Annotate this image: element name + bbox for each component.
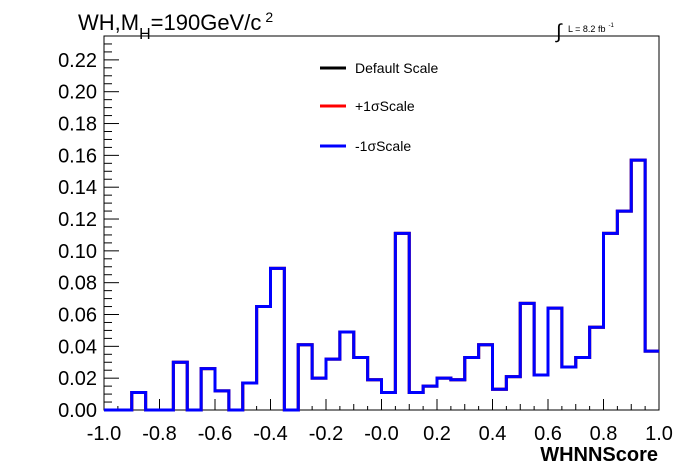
y-tick-label: 0.14 bbox=[58, 177, 97, 199]
y-tick-label: 0.08 bbox=[58, 273, 97, 295]
x-axis-label: WHNNScore bbox=[540, 444, 658, 466]
y-tick-label: 0.22 bbox=[58, 50, 97, 72]
x-tick-label: -0.8 bbox=[142, 423, 176, 445]
lumi-integral-sign: ∫ bbox=[555, 21, 563, 43]
x-tick-label: -1.0 bbox=[87, 423, 121, 445]
x-tick-label: -0.0 bbox=[364, 423, 398, 445]
y-tick-label: 0.00 bbox=[58, 400, 97, 422]
y-tick-label: 0.18 bbox=[58, 114, 97, 136]
legend-label: -1σScale bbox=[355, 138, 411, 154]
x-tick-label: -0.6 bbox=[198, 423, 232, 445]
y-tick-label: 0.12 bbox=[58, 209, 97, 231]
y-tick-label: 0.06 bbox=[58, 305, 97, 327]
x-tick-label: 0.8 bbox=[590, 423, 618, 445]
series-line bbox=[104, 158, 659, 412]
x-tick-label: -0.2 bbox=[309, 423, 343, 445]
y-tick-label: 0.20 bbox=[58, 82, 97, 104]
legend-label: +1σScale bbox=[355, 98, 415, 114]
y-tick-label: 0.16 bbox=[58, 145, 97, 167]
legend-label: Default Scale bbox=[355, 60, 438, 76]
x-tick-label: 0.6 bbox=[534, 423, 562, 445]
y-tick-label: 0.04 bbox=[58, 336, 97, 358]
x-tick-label: 0.2 bbox=[423, 423, 451, 445]
chart-title: WH,MH=190GeV/c 2 bbox=[78, 9, 273, 43]
x-tick-label: 0.4 bbox=[479, 423, 507, 445]
x-tick-label: -0.4 bbox=[253, 423, 287, 445]
lumi-label: L = 8.2 fb -1 bbox=[568, 23, 614, 34]
x-tick-label: 1.0 bbox=[645, 423, 673, 445]
y-tick-label: 0.10 bbox=[58, 241, 97, 263]
y-tick-label: 0.02 bbox=[58, 368, 97, 390]
